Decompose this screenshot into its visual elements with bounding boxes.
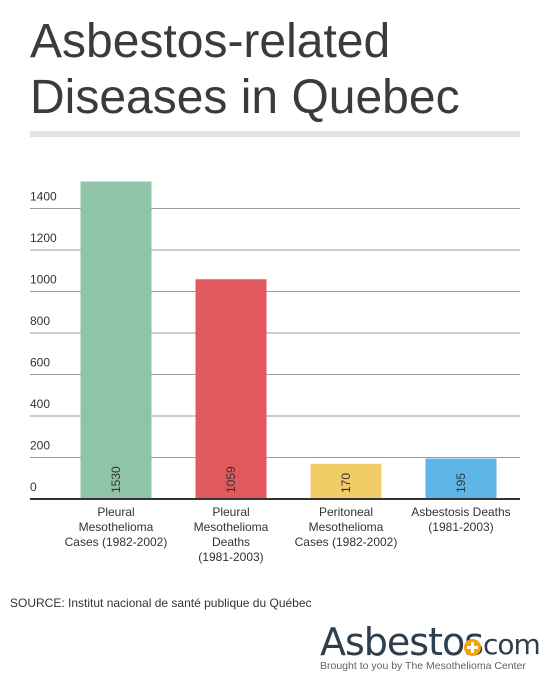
chart-title-line-1: Asbestos-related [30,15,391,68]
y-tick-label: 0 [30,480,37,494]
asbestos-com-logo[interactable]: Asbestos com Brought to you by The Mesot… [318,620,546,680]
x-category-label: Peritoneal Mesothelioma Cases (1982-2002) [295,505,398,549]
logo-word: Asbestos [320,620,484,664]
chart-title-line-2: Diseases in Quebec [30,71,460,124]
bar-chart: 0 200 400 600 800 1000 1200 1400 1530 1059 170 195 P… [30,181,520,564]
x-category-label-line: Cases (1982-2002) [65,535,168,549]
x-category-label-line: Mesothelioma [194,520,269,534]
bar-value-label: 170 [339,473,353,493]
logo-tagline: Brought to you by The Mesothelioma Cente… [320,660,526,672]
x-category-label: Pleural Mesothelioma Deaths (1981-2003) [194,505,269,564]
y-tick-label: 600 [30,356,50,370]
bar [310,463,382,499]
x-category-label-line: Mesothelioma [79,520,154,534]
x-category-label: Asbestosis Deaths (1981-2003) [411,505,510,534]
plus-icon [464,639,481,656]
x-category-label-line: Cases (1982-2002) [295,535,398,549]
y-tick-label: 1200 [30,231,57,245]
y-tick-label: 1000 [30,273,57,287]
x-category-label: Pleural Mesothelioma Cases (1982-2002) [65,505,168,549]
y-tick-label: 200 [30,439,50,453]
chart-title: Asbestos-related Diseases in Quebec [30,14,530,126]
bar [425,458,497,499]
x-category-label-line: Mesothelioma [309,520,384,534]
title-divider [30,131,520,137]
x-category-label-line: Peritoneal [319,505,373,519]
source-note: SOURCE: Institut nacional de santé publi… [10,596,312,610]
x-category-label-line: Pleural [212,505,249,519]
y-tick-label: 400 [30,397,50,411]
bar-value-label: 1059 [224,466,238,493]
bar [195,279,267,499]
x-category-label-line: Pleural [97,505,134,519]
bar [80,181,152,499]
y-tick-label: 1400 [30,190,57,204]
bar-value-label: 195 [454,473,468,493]
x-category-label-line: Asbestosis Deaths [411,505,510,519]
x-category-label-line: (1981-2003) [198,550,263,564]
x-category-label-line: Deaths [212,535,250,549]
logo-tld: com [483,628,541,661]
y-tick-label: 800 [30,314,50,328]
bar-value-label: 1530 [109,466,123,493]
x-category-label-line: (1981-2003) [428,520,493,534]
